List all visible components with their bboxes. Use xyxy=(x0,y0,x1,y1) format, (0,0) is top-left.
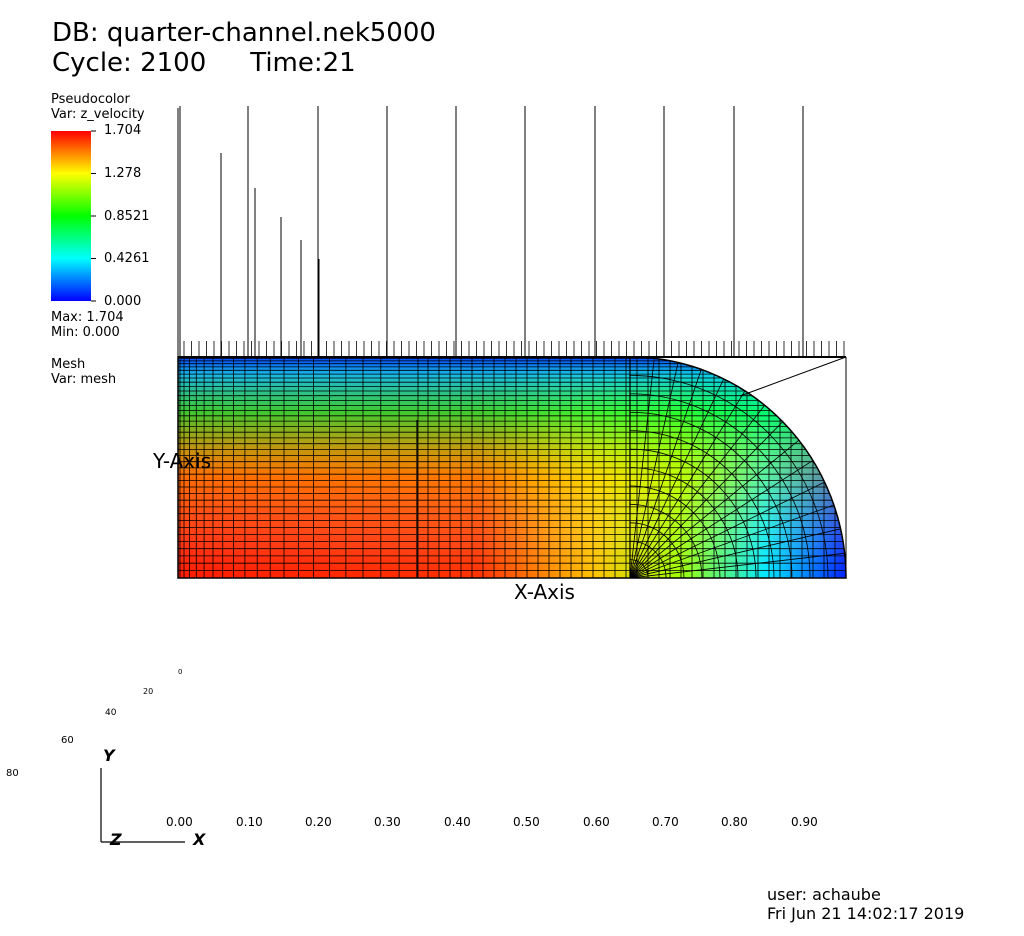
x-tick-label: 0.80 xyxy=(721,815,748,829)
legend-max: Max: 1.704 xyxy=(51,310,124,325)
z-tick-label: 0 xyxy=(178,668,183,676)
cycle-label: Cycle: 2100 xyxy=(52,48,207,78)
mesh-line-radial xyxy=(629,460,814,578)
triad-z-label: Z xyxy=(110,830,122,849)
mesh-line-radial xyxy=(629,504,835,578)
domain-outline xyxy=(177,356,847,579)
legend-tick-label: 1.278 xyxy=(104,166,142,181)
color-legend-bar xyxy=(51,130,96,302)
mesh-line-radial xyxy=(629,362,679,578)
date-label: Fri Jun 21 14:02:17 2019 xyxy=(767,904,965,923)
user-label: user: achaube xyxy=(767,885,881,904)
x-tick-label: 0.90 xyxy=(791,815,818,829)
mesh-line-radial xyxy=(629,404,766,578)
mesh-line-radial xyxy=(629,358,655,578)
x-tick-label: 0.50 xyxy=(513,815,540,829)
legend-mesh-var: Var: mesh xyxy=(51,372,117,387)
mesh-line-radial xyxy=(629,369,702,578)
legend-tick-label: 0.8521 xyxy=(104,209,150,224)
z-tick-label: 40 xyxy=(105,708,117,718)
triad-y-label: Y xyxy=(103,746,115,765)
mesh-spikes xyxy=(177,106,845,357)
mesh-line-radial xyxy=(629,378,725,578)
mesh-line-radial xyxy=(629,390,746,578)
x-tick-label: 0.20 xyxy=(305,815,332,829)
cycle-time-title: Cycle: 2100 Time:21 xyxy=(52,48,356,78)
mesh-grid xyxy=(178,357,846,578)
x-tick-label: 0.00 xyxy=(166,815,193,829)
x-tick-label: 0.60 xyxy=(583,815,610,829)
legend-min: Min: 0.000 xyxy=(51,325,120,340)
mesh-line-radial xyxy=(629,439,800,578)
x-tick-label: 0.30 xyxy=(374,815,401,829)
legend-tick-label: 0.000 xyxy=(104,294,142,309)
mesh-line-radial xyxy=(629,421,783,578)
time-label: Time:21 xyxy=(250,48,356,78)
mesh-lines xyxy=(177,356,847,579)
database-title: DB: quarter-channel.nek5000 xyxy=(52,18,436,48)
mesh-line-radial xyxy=(629,552,845,578)
z-tick-label: 80 xyxy=(6,768,19,779)
axis-triad xyxy=(100,768,185,843)
x-tick-label: 0.10 xyxy=(236,815,263,829)
legend-mesh-title: Mesh xyxy=(51,357,86,372)
legend-tick-label: 0.4261 xyxy=(104,251,150,266)
x-axis-label: X-Axis xyxy=(514,580,575,604)
y-axis-label: Y-Axis xyxy=(153,449,212,473)
legend-pseudocolor-var: Var: z_velocity xyxy=(51,107,145,122)
z-tick-label: 20 xyxy=(143,687,154,696)
x-tick-label: 0.40 xyxy=(444,815,471,829)
z-tick-label: 60 xyxy=(61,735,74,746)
legend-gradient xyxy=(51,131,91,301)
legend-pseudocolor-title: Pseudocolor xyxy=(51,92,130,107)
x-tick-label: 0.70 xyxy=(652,815,679,829)
mesh-line-radial xyxy=(629,481,825,578)
triad-x-label: X xyxy=(193,830,206,849)
mesh-line-radial xyxy=(629,528,841,578)
fan-line xyxy=(739,356,847,397)
legend-tick-label: 1.704 xyxy=(104,123,142,138)
